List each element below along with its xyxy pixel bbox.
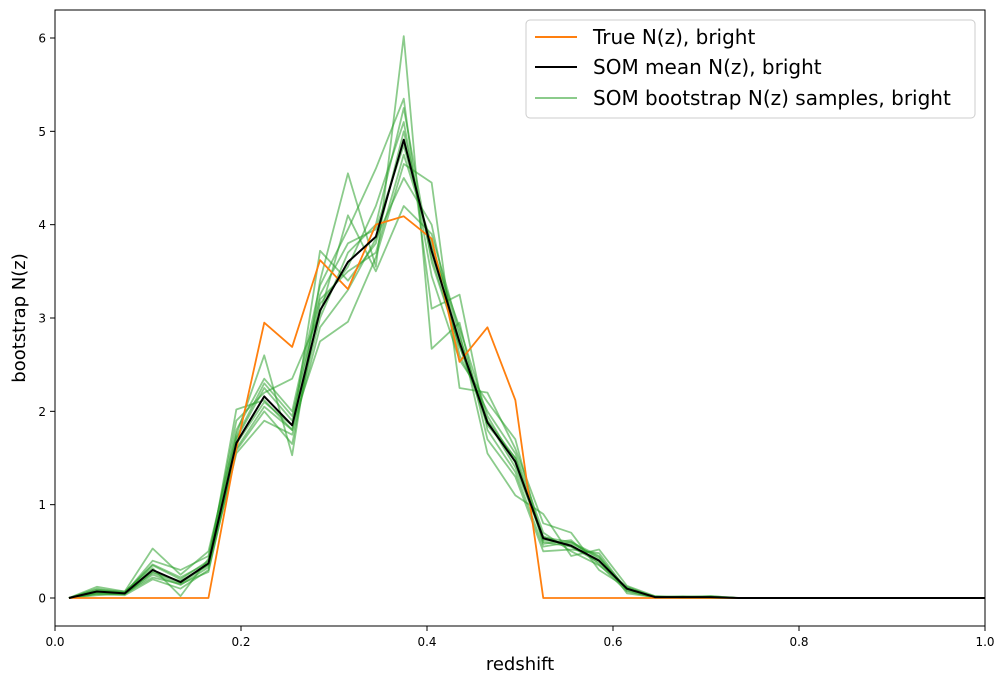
x-tick-label: 0.6 xyxy=(603,635,622,649)
x-tick-label: 0.0 xyxy=(45,635,64,649)
y-tick-label: 3 xyxy=(38,312,46,326)
x-tick-label: 0.4 xyxy=(417,635,436,649)
mean-nz-line xyxy=(68,138,985,599)
x-axis-label: redshift xyxy=(486,654,554,675)
legend-box xyxy=(525,19,976,119)
x-tick-label: 0.8 xyxy=(789,635,808,649)
y-tick-label: 4 xyxy=(38,218,46,232)
plot-area xyxy=(68,35,985,599)
y-axis-label: bootstrap N(z) xyxy=(9,253,30,382)
x-tick-label: 1.0 xyxy=(975,635,994,649)
legend-label-bootstrap: SOM bootstrap N(z) samples, bright xyxy=(593,86,951,110)
y-axis-ticks: 0 1 2 3 4 5 6 xyxy=(38,32,55,606)
y-tick-label: 6 xyxy=(38,32,46,46)
y-tick-label: 0 xyxy=(38,592,46,606)
legend: True N(z), bright SOM mean N(z), bright … xyxy=(525,19,976,119)
legend-label-true: True N(z), bright xyxy=(592,25,755,49)
y-tick-label: 1 xyxy=(38,498,46,512)
legend-label-mean: SOM mean N(z), bright xyxy=(593,55,822,79)
y-tick-label: 2 xyxy=(38,405,46,419)
y-tick-label: 5 xyxy=(38,125,46,139)
x-axis-ticks: 0.0 0.2 0.4 0.6 0.8 1.0 xyxy=(45,626,995,649)
x-tick-label: 0.2 xyxy=(231,635,250,649)
